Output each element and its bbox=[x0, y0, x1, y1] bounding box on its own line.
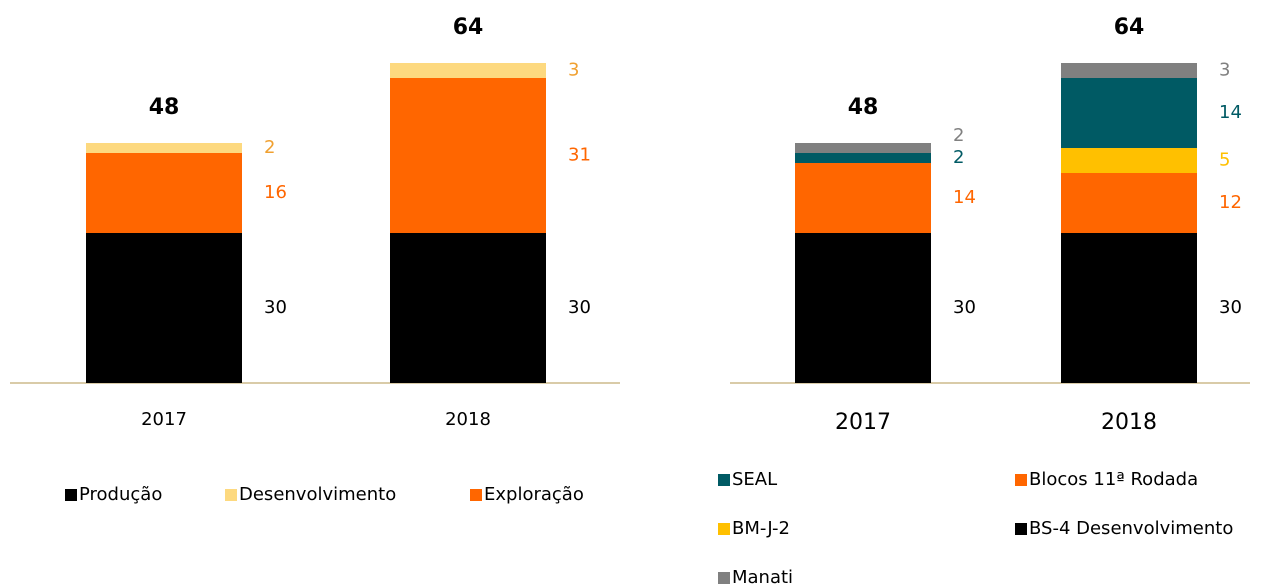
total-label: 48 bbox=[848, 95, 879, 120]
x-tick-label: 2017 bbox=[835, 410, 891, 435]
data-label: 5 bbox=[1219, 150, 1230, 171]
data-label: 3 bbox=[568, 60, 579, 81]
legend-swatch bbox=[718, 572, 730, 584]
bar-segment bbox=[390, 233, 546, 383]
bar-segment bbox=[390, 78, 546, 233]
bar-segment bbox=[795, 233, 931, 383]
legend-swatch bbox=[470, 489, 482, 501]
bar-segment bbox=[86, 143, 242, 153]
bar-segment bbox=[390, 63, 546, 78]
total-label: 64 bbox=[453, 15, 484, 40]
x-tick-label: 2018 bbox=[445, 409, 491, 430]
data-label: 30 bbox=[264, 297, 287, 318]
legend-label: Manati bbox=[732, 567, 793, 587]
data-label: 30 bbox=[1219, 297, 1242, 318]
legend-label: Produção bbox=[79, 484, 162, 505]
data-label: 3 bbox=[1219, 60, 1230, 81]
legend-swatch bbox=[718, 474, 730, 486]
data-label: 2 bbox=[953, 147, 964, 168]
legend-label: BS-4 Desenvolvimento bbox=[1029, 518, 1233, 539]
bar-segment bbox=[1061, 233, 1197, 383]
data-label: 14 bbox=[1219, 102, 1242, 123]
data-label: 30 bbox=[568, 297, 591, 318]
data-label: 14 bbox=[953, 187, 976, 208]
bar-segment bbox=[795, 163, 931, 233]
total-label: 48 bbox=[149, 95, 180, 120]
bar-segment bbox=[86, 153, 242, 233]
bar-segment bbox=[795, 143, 931, 153]
total-label: 64 bbox=[1114, 15, 1145, 40]
data-label: 2 bbox=[264, 137, 275, 158]
bar-segment bbox=[1061, 63, 1197, 78]
legend-swatch bbox=[718, 523, 730, 535]
x-tick-label: 2017 bbox=[141, 409, 187, 430]
legend-label: Desenvolvimento bbox=[239, 484, 396, 505]
legend-swatch bbox=[225, 489, 237, 501]
legend-label: Exploração bbox=[484, 484, 584, 505]
legend-label: BM-J-2 bbox=[732, 518, 790, 539]
legend-swatch bbox=[1015, 474, 1027, 486]
bar-segment bbox=[86, 233, 242, 383]
bar-segment bbox=[1061, 173, 1197, 233]
legend-label: Blocos 11ª Rodada bbox=[1029, 469, 1198, 490]
x-tick-label: 2018 bbox=[1101, 410, 1157, 435]
data-label: 30 bbox=[953, 297, 976, 318]
bar-segment bbox=[795, 153, 931, 163]
bar-segment bbox=[1061, 148, 1197, 173]
data-label: 2 bbox=[953, 125, 964, 146]
data-label: 31 bbox=[568, 145, 591, 166]
legend-swatch bbox=[1015, 523, 1027, 535]
data-label: 16 bbox=[264, 182, 287, 203]
legend-swatch bbox=[65, 489, 77, 501]
legend-label: SEAL bbox=[732, 469, 777, 490]
bar-segment bbox=[1061, 78, 1197, 148]
data-label: 12 bbox=[1219, 192, 1242, 213]
